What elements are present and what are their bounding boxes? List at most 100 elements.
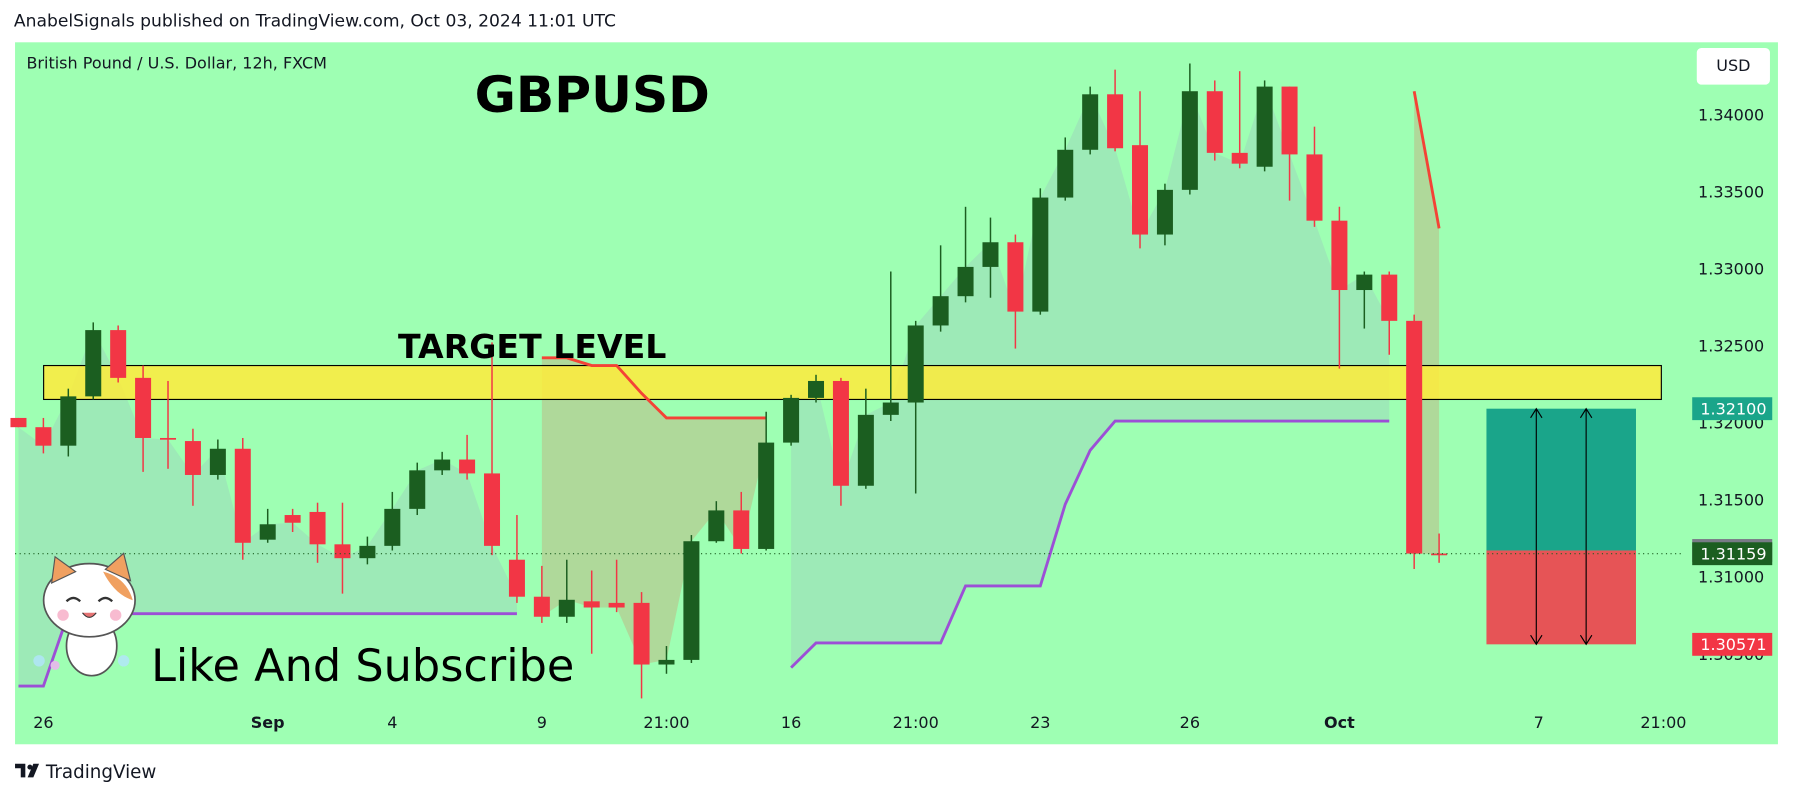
candle-body <box>783 397 800 443</box>
candle-body <box>384 508 401 546</box>
brand-logo <box>15 763 40 778</box>
candle-body <box>608 602 625 608</box>
candle-body <box>832 380 849 486</box>
candle-body <box>658 659 675 665</box>
currency[interactable]: USD <box>1716 56 1750 75</box>
zone-layer <box>43 364 1662 401</box>
candle-body <box>1306 154 1323 221</box>
candle-body <box>1132 145 1149 235</box>
x-tick-label: 26 <box>33 713 53 732</box>
x-tick-label: 9 <box>537 713 547 732</box>
candle-body <box>1406 320 1423 554</box>
candle-body <box>957 266 974 297</box>
take-profit-zone <box>1486 408 1636 551</box>
candle-body <box>1331 220 1348 291</box>
main-layer <box>10 63 1636 699</box>
candle-body <box>683 541 700 660</box>
price-tag <box>1692 397 1773 421</box>
indicator-line <box>1412 90 1441 229</box>
annotation: Like And Subscribe <box>151 640 574 692</box>
candle-body <box>1007 242 1024 312</box>
candle-body <box>982 242 999 267</box>
candle-body <box>334 544 351 559</box>
price-tag <box>1692 542 1773 566</box>
candle-body <box>583 601 600 608</box>
candle-body <box>209 448 226 475</box>
candle-body <box>1231 152 1248 164</box>
candle-body <box>110 330 127 378</box>
candle-body <box>508 559 525 597</box>
candle-body <box>882 402 899 415</box>
candle-body <box>284 515 301 523</box>
arrow-head <box>1579 407 1593 646</box>
candle-body <box>1107 94 1124 149</box>
candle-body <box>1356 274 1373 291</box>
price-tag-label: 1.30571 <box>1700 635 1766 654</box>
x-tick-label: 4 <box>387 713 397 732</box>
price-tag <box>1692 632 1773 656</box>
candle-body <box>808 380 825 398</box>
candle-body <box>359 545 376 559</box>
candle-body <box>1156 189 1173 235</box>
candle-body <box>484 473 501 546</box>
x-tick-label: Sep <box>251 713 285 732</box>
target-label: TARGET LEVEL <box>398 327 666 366</box>
indicator-line <box>790 419 1390 669</box>
candle-body <box>409 470 426 509</box>
y-tick-label: 1.31000 <box>1698 568 1764 587</box>
candle-body <box>857 414 874 486</box>
candle-body <box>708 510 725 542</box>
candle-body <box>1281 86 1298 155</box>
symbol-info: British Pound / U.S. Dollar, 12h, FXCM <box>26 54 326 73</box>
x-tick-label: 16 <box>781 713 801 732</box>
candle-body <box>1381 274 1398 321</box>
candle-body <box>309 511 326 545</box>
x-tick-label: 7 <box>1534 713 1544 732</box>
y-tick-label: 1.31500 <box>1698 491 1764 510</box>
chart-title: GBPUSD <box>475 65 710 124</box>
price-tag-label: 1.31159 <box>1700 544 1766 563</box>
arrow-head <box>1530 407 1543 646</box>
price-tag-label: 1.32100 <box>1700 399 1766 418</box>
candle-body <box>1181 91 1198 190</box>
publish-info: AnabelSignals published on TradingView.c… <box>14 12 616 32</box>
candle-body <box>35 427 52 446</box>
candle-body <box>85 330 102 397</box>
candle-body <box>160 437 177 440</box>
x-tick-label: 23 <box>1030 713 1050 732</box>
x-tick-label: 21:00 <box>1640 713 1686 732</box>
candle-body <box>459 459 476 474</box>
y-tick-label: 1.33000 <box>1698 259 1764 278</box>
indicator-line <box>541 356 767 420</box>
target-zone <box>43 364 1662 401</box>
candle-body <box>932 296 949 326</box>
candle-body <box>907 325 924 403</box>
indicator-fill <box>541 357 767 665</box>
y-tick-label: 1.32500 <box>1698 337 1764 356</box>
cat-sticker <box>33 552 136 677</box>
candle-body <box>135 377 152 438</box>
x-tick-label: 26 <box>1180 713 1200 732</box>
indicator-fill <box>18 330 517 687</box>
candle-body <box>1057 149 1074 198</box>
candle-body <box>533 596 550 617</box>
x-tick-label: Oct <box>1324 713 1355 732</box>
stop-loss-zone <box>1486 550 1636 645</box>
candle-body <box>60 396 77 446</box>
candle-body <box>1256 86 1273 167</box>
brand: TradingView <box>45 762 157 783</box>
currency-box[interactable] <box>1696 48 1770 85</box>
candle-body <box>758 442 775 549</box>
candle-body <box>1206 91 1223 153</box>
candle-body <box>1032 197 1049 312</box>
candle-body <box>259 524 276 540</box>
x-tick-label: 21:00 <box>893 713 939 732</box>
y-tick-label: 1.33500 <box>1698 182 1764 201</box>
y-tick-label: 1.34000 <box>1698 105 1764 124</box>
x-tick-label: 21:00 <box>643 713 689 732</box>
candle-body <box>10 417 27 428</box>
candle-body <box>633 602 650 665</box>
candle-body <box>1431 553 1448 556</box>
